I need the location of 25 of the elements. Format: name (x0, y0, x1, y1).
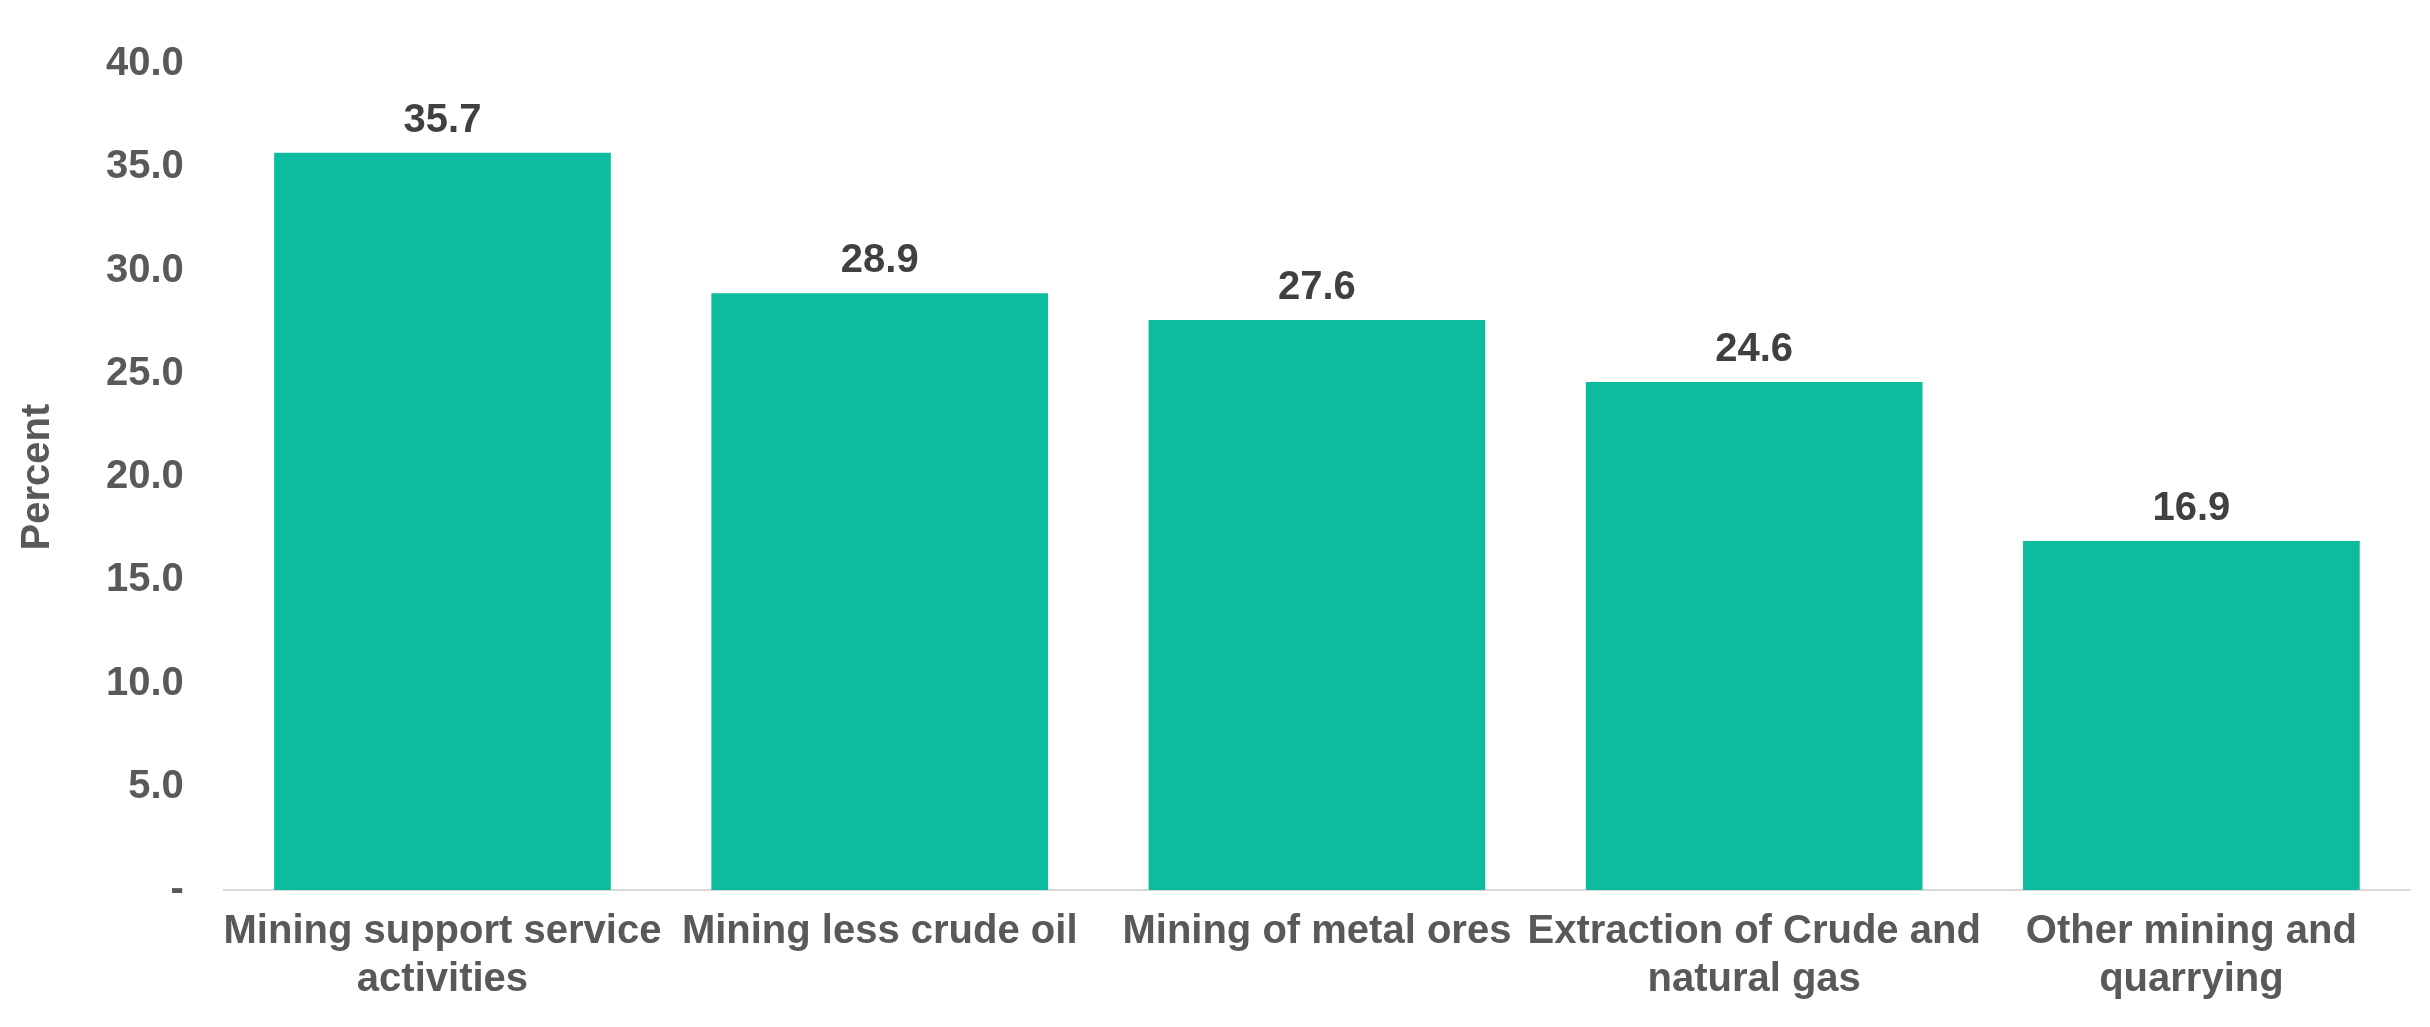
y-tick-label: 20.0 (105, 452, 184, 497)
bar (711, 293, 1049, 890)
bar (1148, 320, 1486, 890)
data-label: 24.6 (1715, 325, 1794, 370)
y-tick-label: 25.0 (105, 348, 184, 393)
x-tick-label: Other mining and quarrying (2025, 907, 2357, 1000)
y-tick-label: 40.0 (105, 39, 184, 84)
x-tick-label: Mining of metal ores (1122, 907, 1512, 952)
x-tick-label: Mining less crude oil (681, 907, 1078, 952)
y-tick-label: 30.0 (105, 245, 184, 290)
data-label: 28.9 (840, 236, 919, 281)
y-tick-label: - (170, 865, 184, 910)
y-tick-label: 10.0 (105, 658, 184, 703)
x-tick-label: Mining support service activities (223, 907, 662, 1000)
bar (2023, 541, 2360, 890)
x-tick-label: Extraction of Crude and natural gas (1527, 907, 1981, 1000)
bar (274, 152, 611, 890)
y-axis-title: Percent (13, 403, 58, 551)
data-label: 27.6 (1278, 263, 1356, 308)
data-label: 16.9 (2152, 484, 2231, 529)
y-tick-label: 15.0 (105, 555, 184, 600)
y-tick-label: 35.0 (105, 142, 184, 187)
bar (1585, 382, 1923, 890)
data-label: 35.7 (403, 95, 482, 140)
y-tick-label: 5.0 (128, 761, 184, 806)
